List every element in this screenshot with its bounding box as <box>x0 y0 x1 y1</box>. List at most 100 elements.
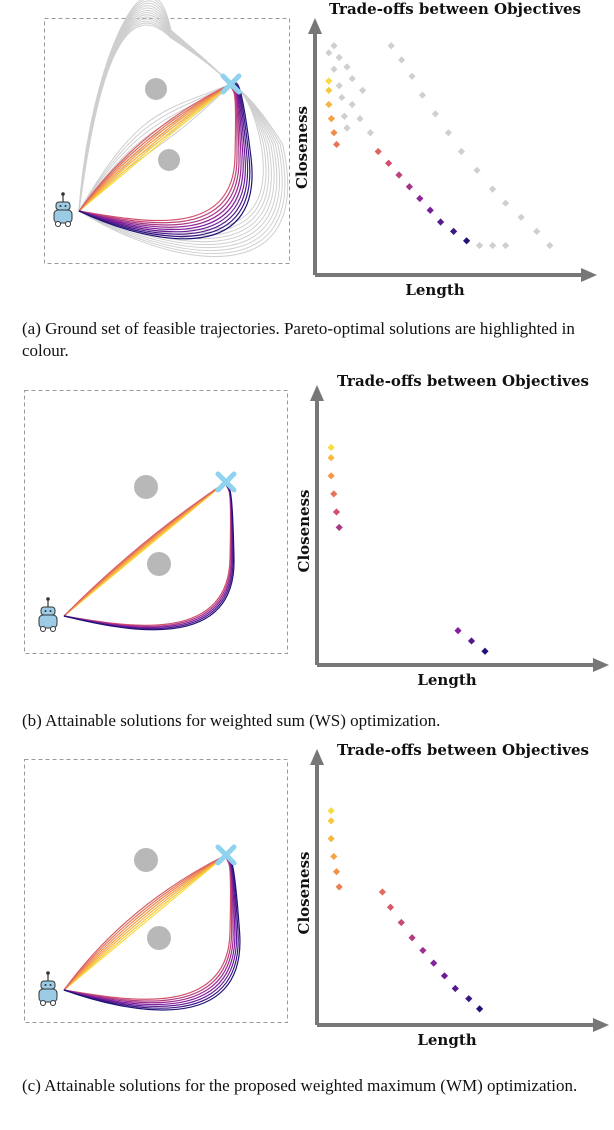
tradeoff-chart: Trade-offs between Objectives Length Close… <box>293 0 597 299</box>
panel-c: Trade-offs between Objectives Length Close… <box>0 735 614 1130</box>
x-axis-label: Length <box>417 671 476 689</box>
obstacle-circle <box>145 78 167 100</box>
pareto-point <box>426 206 434 214</box>
pareto-trajectory <box>78 83 232 212</box>
obstacle-circle <box>134 475 158 499</box>
pareto-point <box>332 868 341 876</box>
caption: (b) Attainable solutions for weighted su… <box>22 711 441 730</box>
pareto-point <box>454 627 462 635</box>
pareto-point <box>325 86 333 94</box>
pareto-point <box>397 918 405 927</box>
pareto-point <box>463 237 471 245</box>
grey-point <box>431 110 439 118</box>
pareto-point <box>325 100 333 109</box>
pareto-trajectory <box>78 83 232 212</box>
grey-point <box>348 75 356 83</box>
y-axis-label: Closeness <box>293 106 311 189</box>
grey-trajectory <box>78 3 232 212</box>
pareto-point <box>395 171 403 179</box>
panel-b: Trade-offs between Objectives Length Close… <box>0 370 614 740</box>
chart-title: Trade-offs between Objectives <box>337 372 589 390</box>
grey-point <box>343 63 351 71</box>
pareto-point <box>419 946 427 955</box>
trajectory-map <box>44 0 290 264</box>
grey-point <box>444 129 452 137</box>
pareto-point <box>327 443 335 452</box>
grey-point <box>335 82 343 90</box>
pareto-point <box>330 129 338 137</box>
pareto-trajectory <box>78 83 240 226</box>
pareto-trajectory <box>78 83 238 224</box>
pareto-trajectory <box>78 83 232 212</box>
grey-point <box>366 129 374 137</box>
pareto-trajectory <box>63 854 227 991</box>
pareto-point <box>416 194 424 203</box>
pareto-trajectory <box>63 854 227 991</box>
grey-point <box>338 93 346 102</box>
grey-point <box>343 124 351 132</box>
pareto-point <box>385 159 393 167</box>
pareto-point <box>330 852 338 861</box>
pareto-trajectory <box>78 83 237 222</box>
goal-cross-icon <box>220 73 242 95</box>
pareto-trajectory <box>63 854 227 991</box>
pareto-point <box>481 647 489 655</box>
chart-title: Trade-offs between Objectives <box>329 0 581 18</box>
pareto-trajectory <box>78 83 232 212</box>
pareto-point <box>327 817 335 825</box>
robot-icon <box>38 597 58 632</box>
pareto-point <box>335 883 343 891</box>
pareto-point <box>408 934 416 942</box>
grey-point <box>502 241 510 250</box>
obstacle-circle <box>158 149 180 171</box>
pareto-point <box>327 807 335 815</box>
grey-point <box>476 241 484 250</box>
pareto-point <box>330 490 338 498</box>
caption: (c) Attainable solutions for the propose… <box>22 1076 578 1095</box>
grey-point <box>356 115 364 123</box>
grey-point <box>340 112 348 120</box>
pareto-point <box>327 454 335 462</box>
x-axis-label: Length <box>405 281 464 299</box>
y-axis-arrow <box>308 18 322 34</box>
tradeoff-chart: Trade-offs between Objectives Length Close… <box>295 741 609 1049</box>
grey-point <box>335 53 343 62</box>
grey-trajectory <box>78 83 289 257</box>
pareto-trajectory <box>78 83 232 212</box>
grey-point <box>517 213 525 221</box>
pareto-trajectory <box>63 854 232 1000</box>
grey-trajectory <box>78 5 232 212</box>
trajectory-map <box>24 390 288 654</box>
grey-point <box>359 86 367 94</box>
pareto-point <box>440 972 449 980</box>
pareto-point <box>327 472 335 480</box>
pareto-point <box>437 218 445 226</box>
pareto-trajectory <box>63 481 235 631</box>
tradeoff-chart: Trade-offs between Objectives Length Close… <box>295 372 609 689</box>
pareto-trajectory <box>63 854 227 991</box>
grey-trajectory <box>78 83 278 246</box>
x-axis-arrow <box>593 658 609 672</box>
grey-point <box>418 91 426 99</box>
pareto-point <box>405 183 413 191</box>
pareto-trajectory <box>78 83 232 212</box>
pareto-point <box>467 637 476 645</box>
pareto-point <box>430 959 438 967</box>
y-axis-label: Closeness <box>295 490 313 573</box>
grey-trajectory <box>78 83 232 212</box>
trajectory-map <box>24 759 288 1023</box>
pareto-trajectory <box>63 854 227 991</box>
grey-trajectory <box>78 0 232 212</box>
goal-cross-icon <box>215 471 237 493</box>
pareto-point <box>327 115 335 123</box>
pareto-trajectory <box>63 854 234 1004</box>
pareto-point <box>332 508 341 516</box>
x-axis-label: Length <box>417 1031 476 1049</box>
map-border <box>24 759 288 1023</box>
pareto-trajectory <box>63 481 233 629</box>
pareto-trajectory <box>63 854 227 991</box>
pareto-trajectory <box>63 854 227 991</box>
map-border <box>24 390 288 654</box>
y-axis-arrow <box>310 385 324 401</box>
grey-point <box>325 49 333 57</box>
